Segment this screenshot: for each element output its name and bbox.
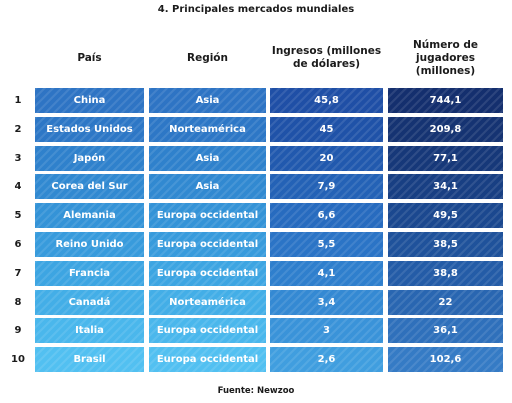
source-note: Fuente: Newzoo	[217, 386, 295, 396]
table-title: 4. Principales mercados mundiales	[157, 4, 355, 15]
revenue-cell: 20	[270, 146, 383, 171]
header-players: Número de jugadores (millones)	[412, 38, 478, 77]
table-row: 1 China Asia 45,8 744,1	[0, 88, 512, 113]
players-cell: 34,1	[388, 174, 503, 199]
rank-number: 7	[14, 268, 22, 279]
revenue-cell: 45,8	[270, 88, 383, 113]
table-row: 4 Corea del Sur Asia 7,9 34,1	[0, 174, 512, 199]
country-cell: Francia	[35, 261, 144, 286]
players-cell: 22	[388, 290, 503, 315]
table-row: 9 Italia Europa occidental 3 36,1	[0, 318, 512, 343]
country-cell: China	[35, 88, 144, 113]
rank-number: 6	[14, 239, 22, 250]
table-row: 8 Canadá Norteamérica 3,4 22	[0, 290, 512, 315]
table-row: 7 Francia Europa occidental 4,1 38,8	[0, 261, 512, 286]
players-cell: 744,1	[388, 88, 503, 113]
table-row: 6 Reino Unido Europa occidental 5,5 38,5	[0, 232, 512, 257]
header-revenue: Ingresos (millones de dólares)	[271, 45, 382, 70]
revenue-cell: 2,6	[270, 347, 383, 372]
revenue-cell: 6,6	[270, 203, 383, 228]
country-cell: Italia	[35, 318, 144, 343]
region-cell: Asia	[149, 88, 266, 113]
rank-number: 2	[14, 124, 22, 135]
rank-number: 3	[14, 153, 22, 164]
region-cell: Europa occidental	[149, 347, 266, 372]
revenue-cell: 7,9	[270, 174, 383, 199]
rank-number: 9	[14, 325, 22, 336]
country-cell: Reino Unido	[35, 232, 144, 257]
rank-number: 8	[14, 297, 22, 308]
players-cell: 209,8	[388, 117, 503, 142]
players-cell: 49,5	[388, 203, 503, 228]
header-region: Región	[186, 51, 228, 64]
table-row: 3 Japón Asia 20 77,1	[0, 146, 512, 171]
players-cell: 38,8	[388, 261, 503, 286]
country-cell: Japón	[35, 146, 144, 171]
country-cell: Estados Unidos	[35, 117, 144, 142]
region-cell: Norteamérica	[149, 117, 266, 142]
rank-number: 5	[14, 210, 22, 221]
table-row: 5 Alemania Europa occidental 6,6 49,5	[0, 203, 512, 228]
revenue-cell: 3,4	[270, 290, 383, 315]
region-cell: Norteamérica	[149, 290, 266, 315]
revenue-cell: 3	[270, 318, 383, 343]
rank-number: 10	[11, 354, 25, 365]
region-cell: Asia	[149, 146, 266, 171]
region-cell: Europa occidental	[149, 261, 266, 286]
region-cell: Europa occidental	[149, 203, 266, 228]
revenue-cell: 45	[270, 117, 383, 142]
players-cell: 38,5	[388, 232, 503, 257]
region-cell: Europa occidental	[149, 318, 266, 343]
rank-number: 4	[14, 181, 22, 192]
region-cell: Asia	[149, 174, 266, 199]
revenue-cell: 4,1	[270, 261, 383, 286]
header-country: País	[77, 51, 102, 64]
region-cell: Europa occidental	[149, 232, 266, 257]
rank-number: 1	[14, 95, 22, 106]
country-cell: Alemania	[35, 203, 144, 228]
players-cell: 36,1	[388, 318, 503, 343]
table-row: 2 Estados Unidos Norteamérica 45 209,8	[0, 117, 512, 142]
players-cell: 77,1	[388, 146, 503, 171]
players-cell: 102,6	[388, 347, 503, 372]
country-cell: Brasil	[35, 347, 144, 372]
country-cell: Canadá	[35, 290, 144, 315]
country-cell: Corea del Sur	[35, 174, 144, 199]
revenue-cell: 5,5	[270, 232, 383, 257]
table-row: 10 Brasil Europa occidental 2,6 102,6	[0, 347, 512, 372]
